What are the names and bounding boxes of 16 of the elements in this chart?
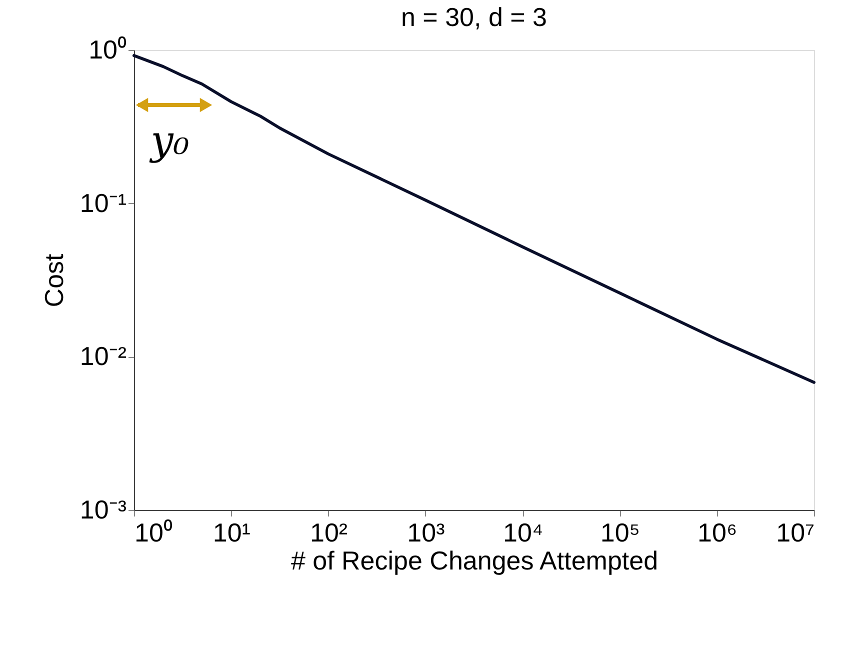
y-tick-label: 10⁰ [88,34,126,64]
y-tick-label: 10⁻³ [80,494,127,524]
x-axis-title: # of Recipe Changes Attempted [290,546,658,576]
x-tick-label: 10⁷ [776,518,814,548]
annotation: y₀ [148,118,190,164]
y-axis-title: Cost [38,253,69,308]
x-tick-label: 10² [310,518,348,548]
x-tick-label: 10¹ [212,518,251,548]
x-tick-label: 10³ [407,518,446,548]
x-tick-label: 10⁶ [698,518,738,548]
chart-title: n = 30, d = 3 [400,2,548,32]
x-tick-label: 10⁵ [600,518,640,548]
y-tick-label: 10⁻² [80,341,127,372]
y-tick-label: 10⁻¹ [80,188,127,218]
x-tick-label: 10⁴ [503,518,544,548]
x-tick-label: 10⁰ [134,518,172,548]
